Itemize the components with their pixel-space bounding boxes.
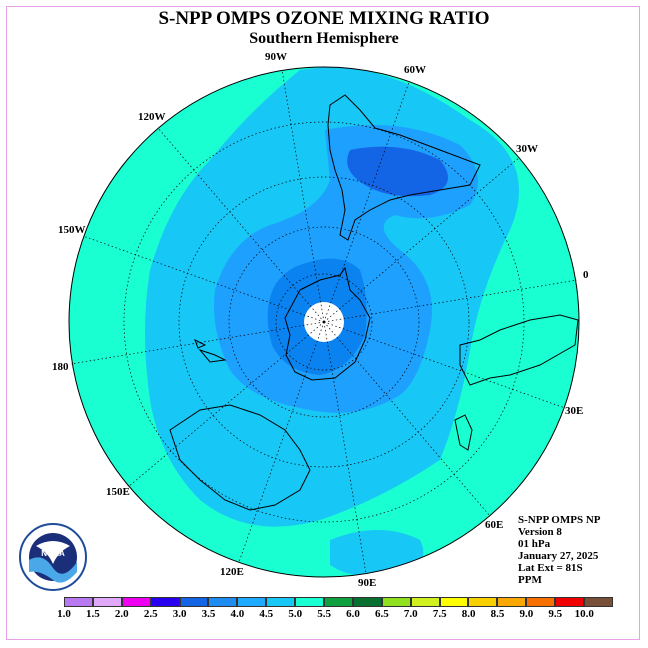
figure-frame [6,6,640,640]
colorbar-swatch [555,597,585,607]
colorbar-tick-label: 3.0 [172,608,187,620]
colorbar-swatch [584,597,613,607]
colorbar-tick-label: 6.0 [346,608,360,620]
product-info: S-NPP OMPS NP Version 8 01 hPa January 2… [518,514,601,586]
colorbar-swatch [179,597,209,607]
colorbar-tick-label: 8.5 [490,608,505,620]
info-date: January 27, 2025 [518,550,599,562]
lon-label-150w: 150W [58,224,86,236]
colorbar-tick-label: 10.0 [574,608,594,620]
colorbar-tick-label: 5.5 [317,608,331,620]
map-boundary [68,66,580,578]
lon-label-30w: 30W [516,143,538,155]
graticule [70,69,578,575]
ozone-contour-5-0b [330,530,424,577]
colorbar-tick-label: 4.0 [230,608,245,620]
noaa-logo: NOAA [19,523,87,591]
colorbar-swatch [237,597,267,607]
colorbar-tick-label: 6.5 [375,608,389,620]
coastline-south-america [327,94,481,241]
colorbar [64,597,613,607]
colorbar-swatch [266,597,296,607]
colorbar-tick-label: 3.5 [201,608,216,620]
colorbar-swatch [352,597,382,607]
lon-label-30e: 30E [565,405,583,417]
colorbar-swatch [92,597,122,607]
lon-label-180: 180 [52,361,69,373]
colorbar-tick-label: 4.5 [259,608,274,620]
colorbar-tick-label: 5.0 [288,608,303,620]
lon-label-120e: 120E [220,566,244,578]
info-pressure: 01 hPa [518,538,551,550]
coastline-australia [169,404,311,511]
colorbar-tick-label: 2.0 [114,608,129,620]
colorbar-tick-label: 7.5 [432,608,447,620]
colorbar-tick-label: 9.0 [519,608,534,620]
ozone-contour-4-0 [347,146,448,197]
colorbar-swatch [468,597,498,607]
colorbar-tick-label: 2.5 [143,608,158,620]
info-version: Version 8 [518,526,562,538]
colorbar-swatch [439,597,469,607]
lon-label-0: 0 [583,269,589,281]
lon-label-90w: 90W [265,51,287,63]
colorbar-tick-label: 1.0 [57,608,71,620]
coastline-antarctica [284,266,371,381]
coastline-new-zealand [194,338,227,363]
lon-label-150e: 150E [106,486,130,498]
colorbar-swatch [208,597,238,607]
colorbar-tick-label: 8.0 [461,608,476,620]
colorbar-swatch [410,597,440,607]
coastline-madagascar [454,414,473,451]
colorbar-swatch [526,597,556,607]
colorbar-swatch [381,597,411,607]
colorbar-swatch [64,597,93,607]
colorbar-swatch [150,597,180,607]
noaa-logo-text: NOAA [41,549,65,558]
lon-label-120w: 120W [138,111,166,123]
lon-label-90e: 90E [358,577,376,589]
page-title: S-NPP OMPS OZONE MIXING RATIO [158,8,490,29]
colorbar-swatch [295,597,325,607]
colorbar-tick-label: 7.0 [403,608,418,620]
info-units: PPM [518,574,542,586]
colorbar-ticks: 1.0 1.5 2.0 2.5 3.0 3.5 4.0 4.5 5.0 5.5 6.0 6.5 7.0 7… [52,608,594,622]
lon-label-60w: 60W [404,64,426,76]
lon-label-60e: 60E [485,519,503,531]
colorbar-swatch [497,597,527,607]
page-subtitle: Southern Hemisphere [249,30,399,47]
colorbar-swatch [121,597,151,607]
coastline-africa [459,314,579,386]
info-instrument: S-NPP OMPS NP [518,514,601,526]
colorbar-tick-label: 9.5 [548,608,563,620]
colorbar-swatch [324,597,353,607]
info-lat-ext: Lat Ext = 81S [518,562,583,574]
colorbar-tick-label: 1.5 [86,608,100,620]
